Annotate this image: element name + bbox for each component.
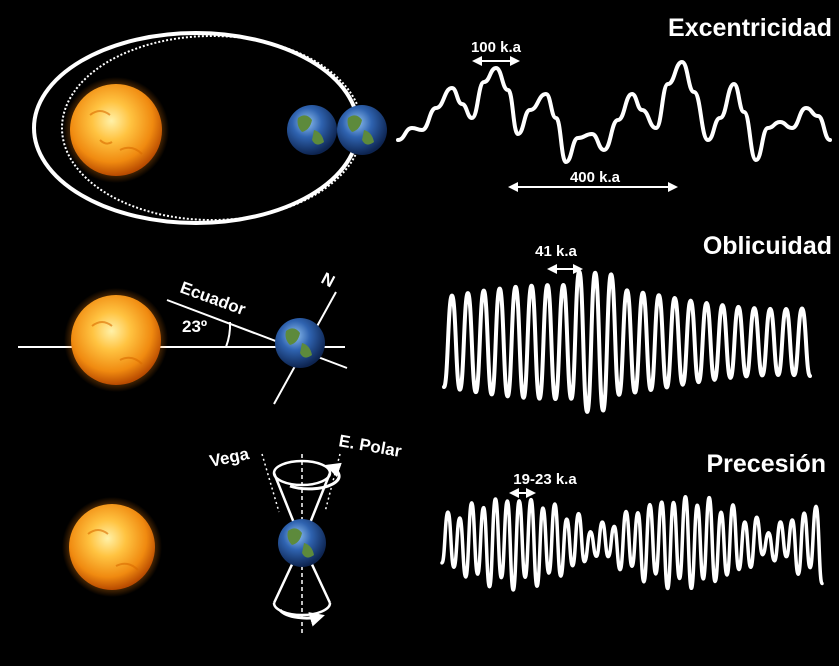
eccentricity-curve — [398, 62, 830, 162]
north-label: N — [318, 269, 338, 292]
period-label-41ka: 41 k.a — [535, 243, 577, 260]
vega-pointer — [262, 454, 279, 512]
sun-icon — [64, 288, 168, 392]
earth-icon — [275, 318, 325, 368]
precession-curve — [442, 497, 822, 590]
sun-icon — [63, 77, 169, 183]
period-label-19-23ka: 19-23 k.a — [513, 471, 577, 488]
obliquity-panel: Oblicuidad 41 k.a Ecuador 23º N — [18, 232, 832, 412]
earth-icon — [278, 519, 326, 567]
eccentricity-panel: Excentricidad 100 k.a 400 k.a — [34, 14, 832, 223]
obliquity-title: Oblicuidad — [703, 232, 832, 260]
eccentricity-title: Excentricidad — [668, 14, 832, 42]
obliquity-curve — [444, 272, 810, 412]
period-label-400ka: 400 k.a — [570, 169, 621, 186]
sun-icon — [62, 497, 162, 597]
earth-icon — [337, 105, 387, 155]
tilt-angle-label: 23º — [182, 317, 207, 336]
equator-label: Ecuador — [178, 278, 249, 319]
vega-label: Vega — [208, 444, 251, 471]
precession-title: Precesión — [706, 450, 826, 478]
polaris-label: E. Polar — [337, 431, 403, 461]
precession-panel: Precesión 19-23 k.a Vega E. Polar — [62, 431, 826, 636]
earth-icon — [287, 105, 337, 155]
tilt-angle-arc — [226, 322, 230, 347]
period-label-100ka: 100 k.a — [471, 39, 522, 56]
